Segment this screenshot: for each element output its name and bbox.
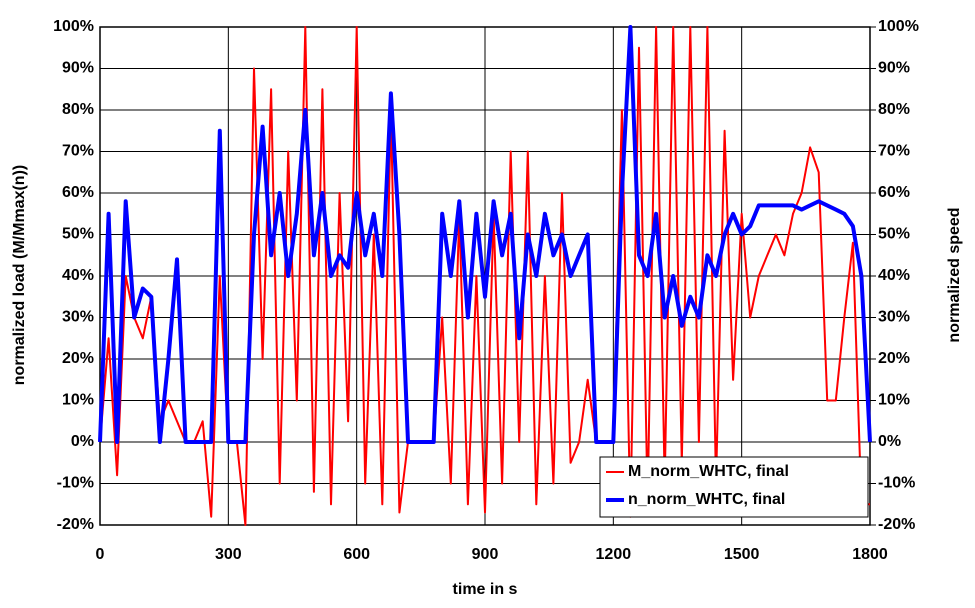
y-tick-label: 60% [62, 184, 94, 201]
legend-box [599, 456, 869, 518]
x-tick-label: 1800 [852, 546, 888, 563]
y2-tick-label: 40% [878, 267, 910, 284]
y-tick-label: 80% [62, 101, 94, 118]
x-tick-label: 1500 [724, 546, 760, 563]
x-axis-title: time in s [453, 581, 518, 598]
y-tick-label: -10% [57, 475, 94, 492]
y-tick-label: 40% [62, 267, 94, 284]
y2-tick-label: 20% [878, 350, 910, 367]
x-tick-label: 600 [343, 546, 370, 563]
y-tick-label: 100% [53, 18, 94, 35]
y-tick-label: 30% [62, 309, 94, 326]
y2-tick-label: 70% [878, 143, 910, 160]
y2-tick-label: 50% [878, 226, 910, 243]
y2-tick-label: 10% [878, 392, 910, 409]
y2-tick-label: 80% [878, 101, 910, 118]
y-tick-label: 50% [62, 226, 94, 243]
y2-tick-label: -20% [878, 516, 915, 533]
y-tick-label: 0% [71, 433, 94, 450]
y-axis-title: normalized load (M/Mmax(n)) [11, 165, 28, 385]
x-tick-label: 0 [96, 546, 105, 563]
legend-label: n_norm_WHTC, final [628, 491, 785, 508]
y2-tick-label: 30% [878, 309, 910, 326]
y2-tick-label: 100% [878, 18, 919, 35]
y-tick-label: 70% [62, 143, 94, 160]
y-tick-label: 10% [62, 392, 94, 409]
y2-tick-label: 0% [878, 433, 901, 450]
series-line [98, 25, 872, 444]
x-tick-label: 1200 [596, 546, 632, 563]
y-tick-label: -20% [57, 516, 94, 533]
y2-tick-label: -10% [878, 475, 915, 492]
y2-tick-label: 90% [878, 60, 910, 77]
y2-tick-label: 60% [878, 184, 910, 201]
y-tick-label: 90% [62, 60, 94, 77]
y-tick-label: 20% [62, 350, 94, 367]
plot-frame [99, 26, 871, 526]
legend-label: M_norm_WHTC, final [628, 463, 789, 480]
y2-axis-title: normalized speed [946, 207, 963, 342]
x-tick-label: 300 [215, 546, 242, 563]
x-tick-label: 900 [472, 546, 499, 563]
